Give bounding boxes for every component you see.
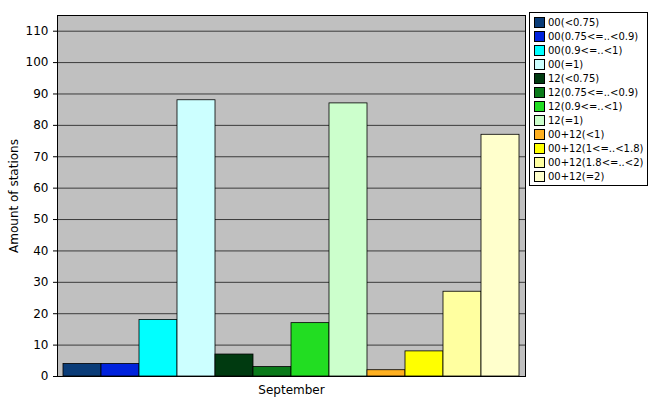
html-text:00+12(<1): 00+12(<1) [548,128,605,140]
svg-text:100: 100 [26,55,49,69]
html-text:12(<0.75): 12(<0.75) [548,72,600,84]
svg-text:30: 30 [33,275,48,289]
svg-text:10: 10 [33,338,48,352]
html-text:12(=1): 12(=1) [548,114,584,126]
html-text:00+12(=2): 00+12(=2) [548,170,605,182]
svg-text:60: 60 [33,181,48,195]
svg-text:0: 0 [41,369,49,383]
svg-text:40: 40 [33,244,48,258]
html-text:00(<0.75): 00(<0.75) [548,16,600,28]
html-text:12(0.9<=..<1): 12(0.9<=..<1) [548,100,623,112]
svg-text:50: 50 [33,212,48,226]
svg-text:90: 90 [33,87,48,101]
html-text:00+12(1<=..<1.8): 00+12(1<=..<1.8) [548,142,644,154]
html-text:12(0.75<=..<0.9): 12(0.75<=..<0.9) [548,86,639,98]
svg-text:110: 110 [26,24,49,38]
svg-text:September: September [258,383,324,397]
html-text:00(0.75<=..<0.9): 00(0.75<=..<0.9) [548,30,639,42]
svg-text:Amount of stations: Amount of stations [7,139,21,253]
html-text:00+12(1.8<=..<2): 00+12(1.8<=..<2) [548,156,644,168]
svg-text:20: 20 [33,307,48,321]
html-text:00(=1): 00(=1) [548,58,584,70]
svg-text:80: 80 [33,118,48,132]
svg-text:70: 70 [33,150,48,164]
html-text:00(0.9<=..<1): 00(0.9<=..<1) [548,44,623,56]
